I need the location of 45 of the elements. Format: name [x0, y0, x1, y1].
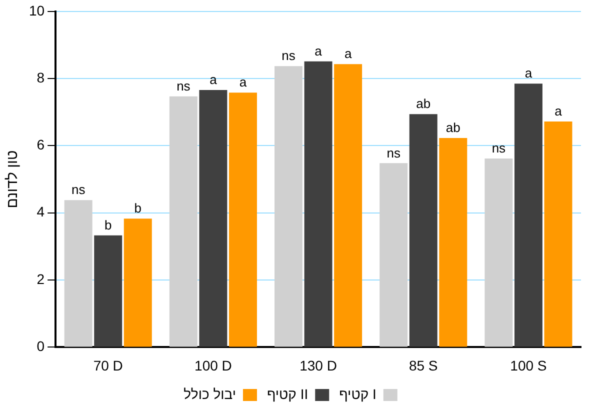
bar	[124, 218, 152, 347]
bar	[334, 64, 362, 347]
y-tick-label: 8	[36, 69, 45, 86]
data-label: a	[239, 74, 248, 90]
x-tick-label: 70 D	[93, 357, 123, 374]
y-tick-label: 0	[36, 338, 45, 354]
y-axis-title: טון לדונם	[4, 150, 22, 208]
legend-label: יבול כולל	[184, 386, 236, 402]
data-label: ns	[492, 140, 506, 156]
y-tick-label: 2	[36, 270, 45, 287]
data-label: b	[104, 217, 112, 232]
bar	[304, 61, 332, 347]
data-label: ns	[71, 182, 86, 198]
data-label: ns	[176, 78, 191, 94]
data-label: b	[134, 200, 142, 216]
bar	[484, 158, 513, 347]
data-label: a	[554, 104, 563, 119]
data-label: ns	[386, 145, 401, 160]
bar	[199, 90, 228, 347]
data-label: ab	[416, 96, 431, 112]
x-tick-label: 85 S	[408, 357, 438, 374]
data-label: a	[524, 66, 533, 81]
data-label: a	[344, 46, 352, 62]
data-label: a	[314, 44, 323, 59]
data-label: ab	[446, 120, 460, 136]
x-tick-label: 100 S	[510, 357, 547, 374]
bar	[169, 96, 198, 347]
bar	[94, 235, 122, 347]
y-tick-label: 10	[28, 2, 45, 18]
bar	[64, 200, 92, 347]
bar	[544, 122, 572, 347]
y-tick-label: 6	[36, 136, 45, 153]
bar	[514, 84, 542, 347]
x-tick-label: 100 D	[194, 357, 232, 374]
legend-label: קטיף II	[266, 386, 308, 402]
data-label: a	[210, 72, 218, 88]
bar	[380, 163, 408, 347]
x-tick-label: 130 D	[300, 357, 337, 374]
bar	[439, 138, 468, 347]
bar	[274, 66, 303, 347]
bar	[409, 114, 438, 347]
bar	[228, 92, 257, 347]
y-tick-label: 4	[36, 204, 45, 220]
data-label: ns	[282, 48, 296, 64]
legend-label: קטיף I	[339, 386, 376, 402]
